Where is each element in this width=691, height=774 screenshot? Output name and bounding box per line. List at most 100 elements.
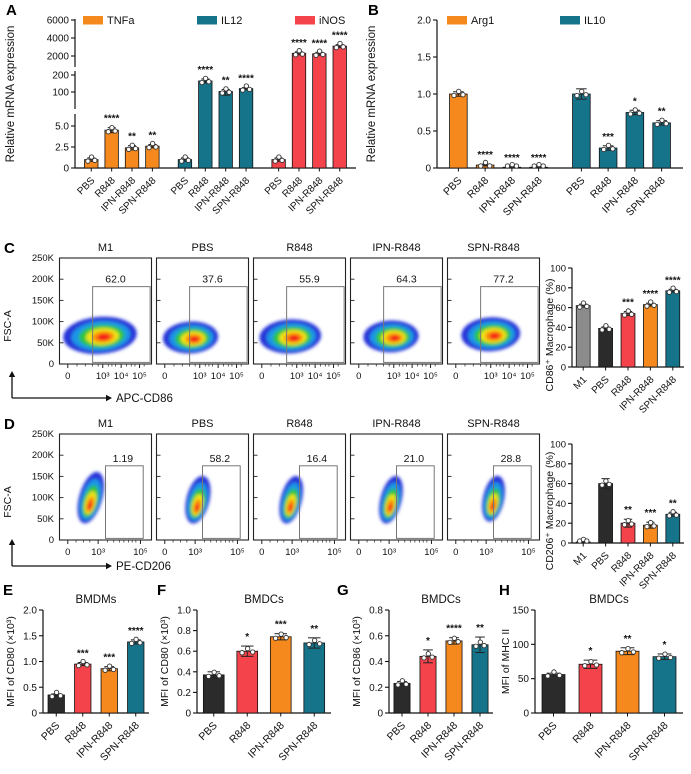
panel-label-e: E — [3, 582, 14, 599]
bar-IPN-R848 — [615, 650, 640, 714]
bar-IPN-R848 — [218, 91, 233, 169]
bar-IPN-R848 — [445, 640, 463, 714]
y-tick-label: 1.0 — [177, 606, 191, 617]
data-point — [628, 521, 635, 527]
y-tick-label: 60 — [555, 303, 566, 314]
chart-title: BMDCs — [589, 594, 629, 606]
data-point — [132, 145, 139, 152]
data-point — [128, 640, 135, 647]
significance-stars: *** — [602, 132, 614, 143]
significance-stars: *** — [622, 298, 634, 309]
data-point — [88, 154, 95, 160]
significance-stars: *** — [275, 620, 287, 631]
y-tick-label: 0 — [31, 709, 37, 720]
bar-SPN-R848 — [471, 644, 489, 714]
data-point — [540, 163, 546, 169]
flow-plot-frame — [349, 257, 444, 365]
density-blob — [77, 471, 105, 524]
panel-d-flow-row: 0 50K 100K 150K 200K 250K FSC-A M1 0 10³ 10⁵ 1.19 PB… — [0, 414, 552, 592]
data-point — [579, 88, 585, 95]
data-point — [447, 639, 453, 646]
flow-plot-frame — [155, 257, 250, 365]
data-point — [603, 478, 609, 484]
data-point — [656, 655, 662, 661]
flow-x-tick-label: 10⁵ — [230, 547, 245, 558]
data-point — [625, 308, 631, 314]
x-axis-arrowhead — [106, 562, 112, 570]
data-point — [556, 672, 563, 678]
flow-x-tick-label: 10⁵ — [327, 547, 342, 558]
y-axis-title: CD86⁺ Macrophage (%) — [544, 279, 556, 392]
significance-stars: ** — [310, 624, 318, 635]
flow-plot-frame — [252, 257, 347, 365]
flow-x-tick-label: 10³ — [479, 547, 493, 558]
panel-label-a: A — [6, 2, 17, 19]
flow-plot-title: IPN-R848 — [372, 418, 420, 430]
gate-percentage: 55.9 — [299, 274, 320, 286]
panel-label-h: H — [499, 582, 510, 599]
significance-stars: ** — [669, 498, 677, 509]
flow-x-tick-label: 10³ — [290, 371, 304, 382]
data-point — [599, 482, 605, 488]
y-tick-label: 4000 — [47, 34, 70, 45]
y-tick-label: 0 — [561, 363, 566, 374]
y-tick-label: 150 — [512, 606, 529, 617]
data-point — [106, 663, 113, 669]
legend-label: TNFa — [107, 15, 135, 27]
data-point — [239, 650, 245, 656]
data-point — [206, 79, 212, 85]
gate-percentage: 62.0 — [105, 274, 126, 286]
data-point — [583, 92, 589, 98]
data-point — [283, 634, 289, 641]
y-axis-title: MFI of CD80 (×10³) — [5, 616, 17, 707]
density-blob — [185, 475, 211, 524]
y-axis-title: Relative mRNA expression — [366, 26, 378, 163]
data-point — [84, 662, 90, 668]
y-axis-title: MFI of CD86 (×10³) — [351, 616, 363, 707]
data-point — [651, 302, 657, 309]
significance-stars: **** — [446, 624, 462, 635]
flow-plot-frame — [155, 433, 250, 541]
data-point — [478, 163, 484, 169]
gate — [383, 286, 442, 363]
panel-a-bar-chart: 0 2.5 5.0 100 200 2000 4000 6000 Relative mRNA e… — [5, 15, 356, 217]
data-point — [482, 159, 489, 166]
y-tick-label: 0.2 — [177, 688, 191, 699]
data-point — [243, 83, 249, 89]
y-tick-label: 0.8 — [177, 626, 191, 637]
flow-x-tick-label: 10⁵ — [326, 371, 341, 382]
flow-x-tick-label: 10³ — [96, 371, 110, 382]
data-point — [246, 86, 253, 93]
flow-x-tick-label: 10⁵ — [132, 371, 147, 382]
gate — [105, 465, 144, 539]
y-tick-label: 0.6 — [369, 631, 383, 642]
flow-x-tick-label: 10³ — [91, 547, 105, 558]
bar-SPN-R848 — [652, 656, 677, 714]
y-tick-label: 0 — [377, 709, 383, 720]
data-point — [651, 523, 657, 529]
flow-plot-R848: R848 0 10³ 10⁵ 16.4 — [252, 418, 347, 558]
data-point — [199, 79, 205, 86]
legend-swatch-IL10 — [560, 16, 580, 25]
gate-percentage: 37.6 — [202, 274, 223, 286]
y-tick-label: 0 — [425, 164, 431, 175]
data-point — [399, 678, 405, 684]
gate — [480, 286, 539, 363]
data-point — [666, 289, 672, 295]
panel-label-c: C — [4, 240, 15, 257]
data-point — [105, 129, 111, 135]
flow-x-tick-label: 10³ — [387, 371, 401, 382]
significance-stars: * — [589, 646, 593, 657]
bar-PBS — [598, 483, 613, 544]
y-tick-label: 2000 — [47, 52, 70, 63]
data-point — [75, 662, 82, 669]
bar-SPN-R848 — [652, 122, 671, 169]
bar-IPN-R848 — [643, 304, 658, 368]
data-point — [582, 663, 588, 669]
x-category-label: PBS — [385, 720, 408, 743]
significance-stars: **** — [531, 153, 547, 164]
data-point — [278, 631, 284, 637]
data-point — [580, 300, 587, 306]
